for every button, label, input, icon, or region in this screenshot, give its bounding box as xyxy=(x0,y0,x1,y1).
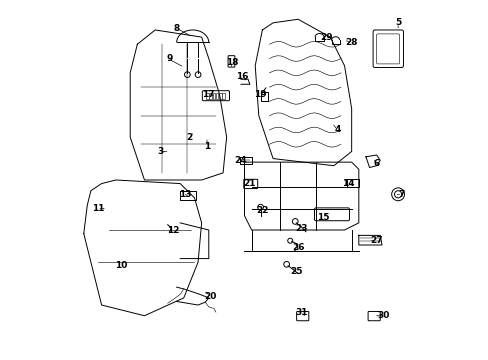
FancyBboxPatch shape xyxy=(372,30,403,67)
Text: 14: 14 xyxy=(341,179,354,188)
Text: 16: 16 xyxy=(236,72,248,81)
FancyBboxPatch shape xyxy=(314,208,349,221)
Text: 1: 1 xyxy=(203,141,210,150)
Text: 30: 30 xyxy=(377,311,389,320)
Text: 22: 22 xyxy=(256,206,268,215)
Bar xyxy=(222,93,224,99)
Text: 27: 27 xyxy=(369,236,382,245)
Text: 11: 11 xyxy=(92,204,104,213)
Text: 25: 25 xyxy=(289,267,302,276)
Text: 28: 28 xyxy=(345,38,357,47)
Text: 15: 15 xyxy=(316,213,328,222)
Text: 4: 4 xyxy=(333,126,340,135)
Bar xyxy=(216,93,218,99)
Text: 21: 21 xyxy=(243,179,256,188)
Text: 17: 17 xyxy=(202,90,215,99)
Text: 7: 7 xyxy=(398,190,404,199)
Text: 6: 6 xyxy=(373,159,379,168)
FancyBboxPatch shape xyxy=(202,91,229,101)
Text: 8: 8 xyxy=(173,24,180,33)
Text: 12: 12 xyxy=(166,225,179,234)
Bar xyxy=(209,93,212,99)
Text: 24: 24 xyxy=(234,156,247,165)
Bar xyxy=(206,93,208,99)
Text: 10: 10 xyxy=(115,261,127,270)
FancyBboxPatch shape xyxy=(296,311,308,321)
Bar xyxy=(219,93,221,99)
Text: 18: 18 xyxy=(225,58,238,67)
Text: 23: 23 xyxy=(295,224,307,233)
Bar xyxy=(212,93,215,99)
Text: 29: 29 xyxy=(320,33,332,42)
Text: 3: 3 xyxy=(157,147,163,156)
FancyBboxPatch shape xyxy=(376,34,399,64)
FancyBboxPatch shape xyxy=(244,179,257,189)
Text: 2: 2 xyxy=(185,132,192,141)
Text: 31: 31 xyxy=(295,308,307,317)
FancyBboxPatch shape xyxy=(367,311,380,321)
Text: 26: 26 xyxy=(291,243,304,252)
Text: 5: 5 xyxy=(394,18,401,27)
Text: 20: 20 xyxy=(204,292,216,301)
Text: 9: 9 xyxy=(166,54,172,63)
Text: 13: 13 xyxy=(179,190,191,199)
FancyBboxPatch shape xyxy=(227,56,234,67)
Text: 19: 19 xyxy=(254,90,266,99)
